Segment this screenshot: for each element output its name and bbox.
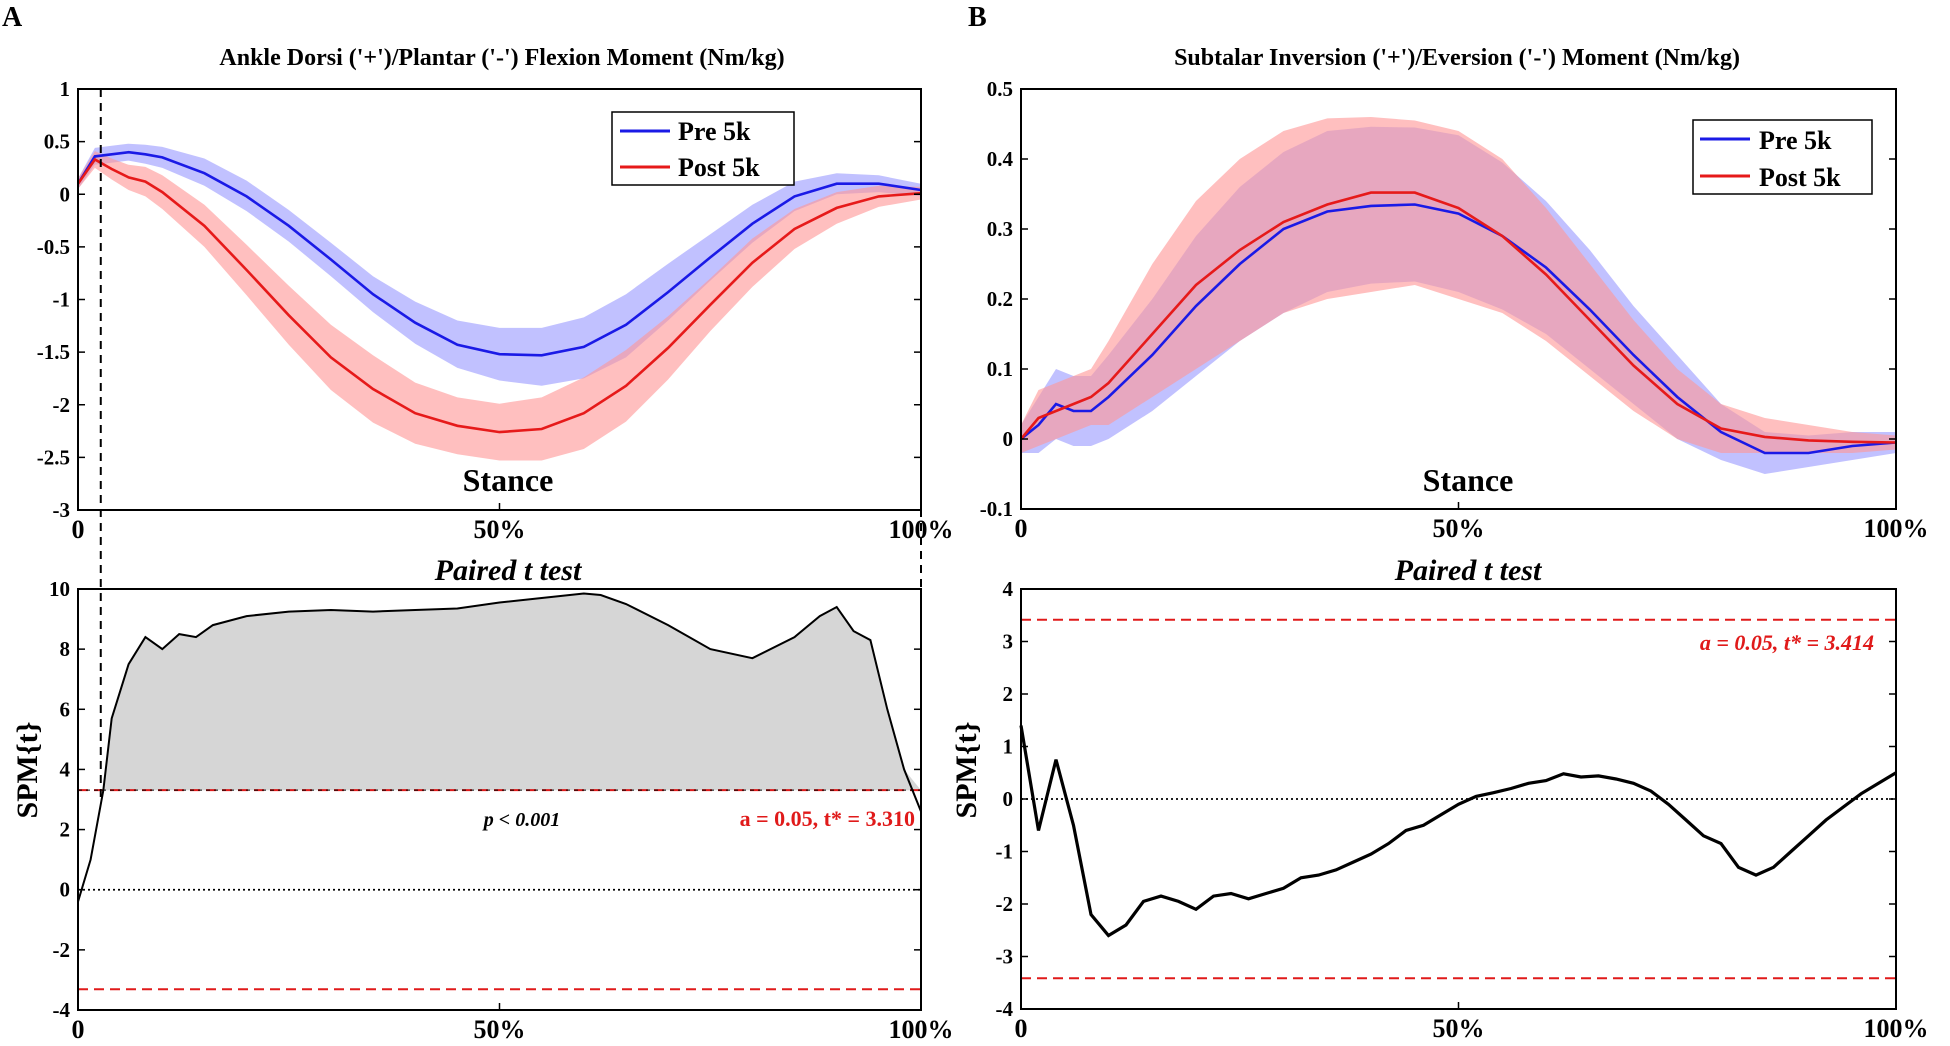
subtalar-x-tick-label: 50% xyxy=(1433,514,1485,543)
ankle-legend-box xyxy=(611,111,795,186)
ankle-y-tick-label: -3 xyxy=(53,498,71,522)
panel-label-a: A xyxy=(2,2,23,33)
subtalar-moment-chart: Subtalar Inversion ('+')/Eversion ('-') … xyxy=(980,45,1929,543)
subtalar-spm-ylabel: SPM{t} xyxy=(950,722,983,819)
subtalar-spm-y-tick-label: -3 xyxy=(996,945,1014,969)
subtalar-spm-y-tick-label: -1 xyxy=(996,840,1014,864)
subtalar-line-pre xyxy=(1020,203,1897,455)
subtalar-spm-x-tick-label: 100% xyxy=(1864,1014,1929,1043)
ankle-spm-x-tick-label: 100% xyxy=(889,1015,954,1044)
ankle-spm-y-tick-label: 10 xyxy=(49,577,70,601)
ankle-spm-y-tick-label: 8 xyxy=(60,637,71,661)
ankle-moment-title: Ankle Dorsi ('+')/Plantar ('-') Flexion … xyxy=(219,45,784,71)
ankle-spm-supra-threshold-cluster xyxy=(78,593,921,791)
subtalar-spm-title: Paired t test xyxy=(1394,554,1543,587)
ankle-line-pre xyxy=(76,150,922,357)
ankle-spm-ylabel: SPM{t} xyxy=(11,722,44,819)
ankle-y-tick-label: 0 xyxy=(60,182,71,206)
ankle-line-post xyxy=(76,157,922,434)
subtalar-moment-xlabel: Stance xyxy=(1423,462,1514,498)
subtalar-legend-pre-label: Pre 5k xyxy=(1759,126,1832,155)
ankle-y-tick-label: -2.5 xyxy=(37,445,70,469)
ankle-x-tick-label: 0 xyxy=(72,515,85,544)
subtalar-line-post xyxy=(1020,191,1897,444)
subtalar-y-tick-label: 0.1 xyxy=(987,357,1013,381)
ankle-y-tick-label: -1 xyxy=(53,288,71,312)
ankle-spm-y-tick-label: 4 xyxy=(60,757,71,781)
ankle-band-post xyxy=(78,151,921,461)
subtalar-spm-y-tick-label: 1 xyxy=(1003,735,1014,759)
subtalar-spm-y-tick-label: -2 xyxy=(996,892,1014,916)
ankle-spm-threshold-label: a = 0.05, t* = 3.310 xyxy=(740,806,915,831)
ankle-spm-x-tick-label: 0 xyxy=(72,1015,85,1044)
subtalar-x-tick-label: 100% xyxy=(1864,514,1929,543)
ankle-moment-chart: Ankle Dorsi ('+')/Plantar ('-') Flexion … xyxy=(37,45,954,544)
subtalar-y-tick-label: 0.3 xyxy=(987,217,1013,241)
ankle-moment-xlabel: Stance xyxy=(463,462,554,498)
ankle-spm-x-tick-label: 50% xyxy=(474,1015,526,1044)
ankle-y-tick-label: -0.5 xyxy=(37,235,70,259)
ankle-spm-y-tick-label: -2 xyxy=(53,938,71,962)
ankle-spm-p-value: p < 0.001 xyxy=(482,809,560,831)
subtalar-moment-title: Subtalar Inversion ('+')/Eversion ('-') … xyxy=(1174,45,1740,71)
subtalar-spm-threshold-label: a = 0.05, t* = 3.414 xyxy=(1700,630,1874,655)
subtalar-legend-post-label: Post 5k xyxy=(1759,163,1841,192)
ankle-spm-y-tick-label: 2 xyxy=(60,818,71,842)
subtalar-moment-legend: Pre 5k Post 5k xyxy=(1692,119,1873,195)
ankle-spm-y-tick-label: 0 xyxy=(60,878,71,902)
ankle-spm-y-tick-label: 6 xyxy=(60,697,71,721)
ankle-x-tick-label: 50% xyxy=(474,515,526,544)
ankle-y-tick-label: 1 xyxy=(60,77,71,101)
subtalar-y-tick-label: -0.1 xyxy=(980,497,1013,521)
ankle-moment-legend: Pre 5k Post 5k xyxy=(611,111,795,186)
subtalar-spm-y-tick-label: 3 xyxy=(1003,630,1014,654)
subtalar-y-tick-label: 0.5 xyxy=(987,77,1013,101)
ankle-spm-t-curve xyxy=(77,592,922,902)
ankle-legend-pre-label: Pre 5k xyxy=(678,117,751,146)
subtalar-spm-y-tick-label: -4 xyxy=(996,997,1014,1021)
subtalar-spm-t-curve xyxy=(1019,725,1897,938)
subtalar-spm-y-tick-label: 4 xyxy=(1003,577,1014,601)
panel-label-b: B xyxy=(968,2,987,33)
subtalar-x-tick-label: 0 xyxy=(1015,514,1028,543)
subtalar-spm-y-tick-label: 0 xyxy=(1003,787,1014,811)
ankle-spm-title: Paired t test xyxy=(434,554,583,587)
subtalar-spm-x-tick-label: 50% xyxy=(1433,1014,1485,1043)
subtalar-spm-x-tick-label: 0 xyxy=(1015,1014,1028,1043)
ankle-spm-chart: Paired t test SPM{t} -4 -2 0 2 4 6 8 10 0 50% 100%… xyxy=(11,554,954,1044)
subtalar-y-tick-label: 0.2 xyxy=(987,287,1013,311)
subtalar-spm-y-tick-label: 2 xyxy=(1003,682,1014,706)
ankle-legend-post-label: Post 5k xyxy=(678,153,760,182)
ankle-y-tick-label: -1.5 xyxy=(37,340,70,364)
ankle-spm-y-tick-label: -4 xyxy=(53,998,71,1022)
ankle-y-tick-label: -2 xyxy=(53,393,71,417)
subtalar-band-post xyxy=(1021,117,1896,453)
ankle-y-tick-label: 0.5 xyxy=(44,130,70,154)
subtalar-y-tick-label: 0 xyxy=(1003,427,1014,451)
ankle-band-pre xyxy=(78,143,921,386)
subtalar-y-tick-label: 0.4 xyxy=(987,147,1014,171)
subtalar-legend-box xyxy=(1692,119,1873,195)
subtalar-spm-chart: Paired t test SPM{t} -4 -3 -2 -1 0 1 2 3 4 0 50% 10… xyxy=(950,554,1929,1043)
